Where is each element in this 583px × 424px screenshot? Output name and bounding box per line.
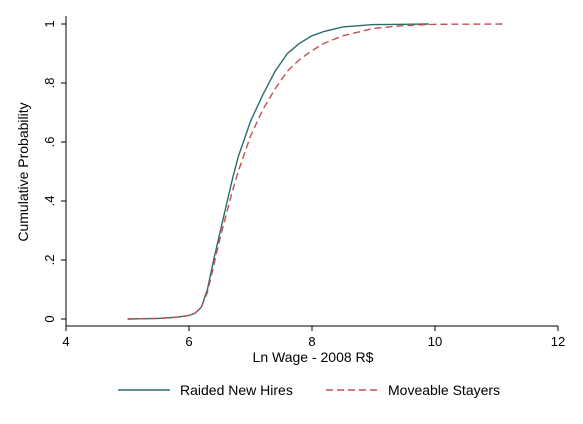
- x-axis-label: Ln Wage - 2008 R$: [253, 349, 374, 365]
- axes: [65, 16, 558, 327]
- y-tick-label: 0: [42, 315, 57, 322]
- y-tick-label: 1: [42, 20, 57, 27]
- x-tick-label: 10: [428, 334, 442, 349]
- x-tick-label: 6: [185, 334, 192, 349]
- x-tick-label: 8: [308, 334, 315, 349]
- x-tick-label: 4: [62, 334, 69, 349]
- y-tick-label: .4: [42, 196, 57, 207]
- legend-label-raided-new-hires: Raided New Hires: [180, 382, 293, 398]
- y-axis-label: Cumulative Probability: [15, 102, 31, 241]
- x-ticks: 4 6 8 10 12: [62, 326, 565, 349]
- legend-label-moveable-stayers: Moveable Stayers: [388, 382, 500, 398]
- series-group: [127, 23, 503, 320]
- series-line-raided-new-hires: [127, 23, 429, 320]
- y-ticks: 0 .2 .4 .6 .8 1: [42, 20, 66, 323]
- y-tick-label: .6: [42, 137, 57, 148]
- y-tick-label: .8: [42, 78, 57, 89]
- legend: Raided New Hires Moveable Stayers: [118, 382, 500, 398]
- x-tick-label: 12: [551, 334, 565, 349]
- series-line-moveable-stayers: [127, 23, 503, 320]
- y-tick-label: .2: [42, 255, 57, 266]
